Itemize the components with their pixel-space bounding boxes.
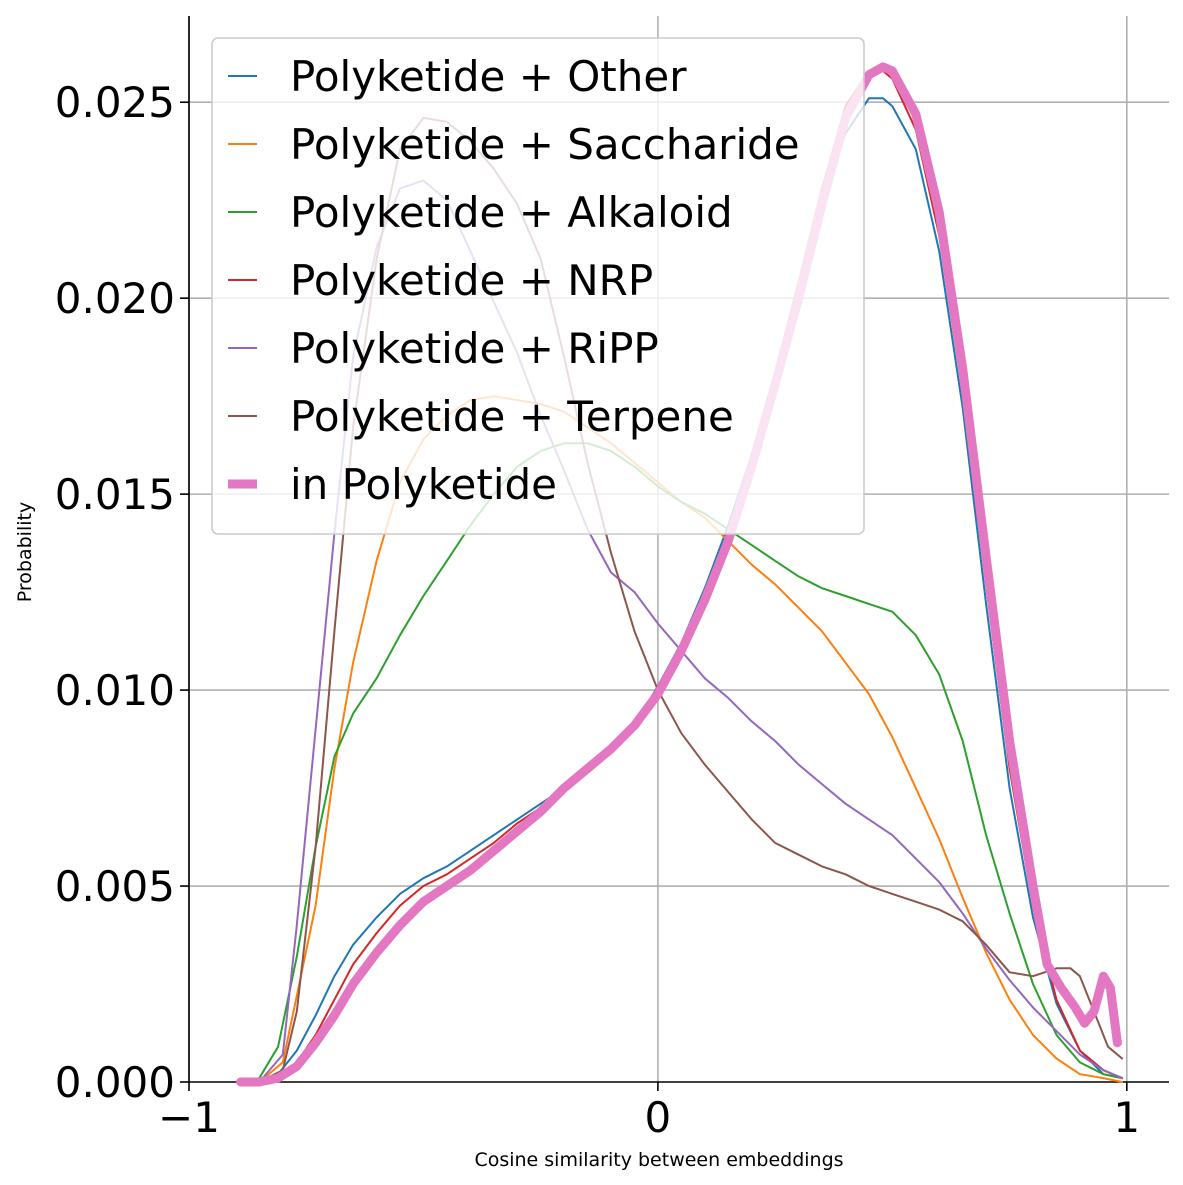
legend: Polyketide + Other Polyketide + Saccharid… <box>211 37 865 535</box>
legend-label-polyketide-ripp: Polyketide + RiPP <box>290 324 659 373</box>
y-tick-label: 0.010 <box>55 666 175 715</box>
ticks: 0.000 0.005 0.010 0.015 0.020 0.025 −1 0 1 <box>55 78 1140 1142</box>
y-tick-label: 0.000 <box>55 1058 175 1107</box>
legend-label-polyketide-saccharide: Polyketide + Saccharide <box>290 120 800 169</box>
legend-label-in-polyketide: in Polyketide <box>290 460 557 509</box>
y-tick-label: 0.020 <box>55 274 175 323</box>
x-tick-label: −1 <box>158 1093 220 1142</box>
x-tick-label: 1 <box>1113 1093 1140 1142</box>
y-axis-label: Probability <box>14 502 36 602</box>
y-tick-label: 0.005 <box>55 862 175 911</box>
y-tick-label: 0.025 <box>55 78 175 127</box>
legend-label-polyketide-terpene: Polyketide + Terpene <box>290 392 734 441</box>
x-axis-label: Cosine similarity between embeddings <box>474 1149 843 1171</box>
legend-box <box>211 37 865 535</box>
legend-label-polyketide-alkaloid: Polyketide + Alkaloid <box>290 188 733 237</box>
series-line-polyketide-alkaloid <box>239 442 1124 1083</box>
axes <box>188 16 1169 1083</box>
y-tick-label: 0.015 <box>55 470 175 519</box>
legend-label-polyketide-other: Polyketide + Other <box>290 52 687 101</box>
series-line-in-polyketide <box>236 62 1122 1087</box>
legend-label-polyketide-nrp: Polyketide + NRP <box>290 256 653 305</box>
x-tick-label: 0 <box>645 1093 672 1142</box>
